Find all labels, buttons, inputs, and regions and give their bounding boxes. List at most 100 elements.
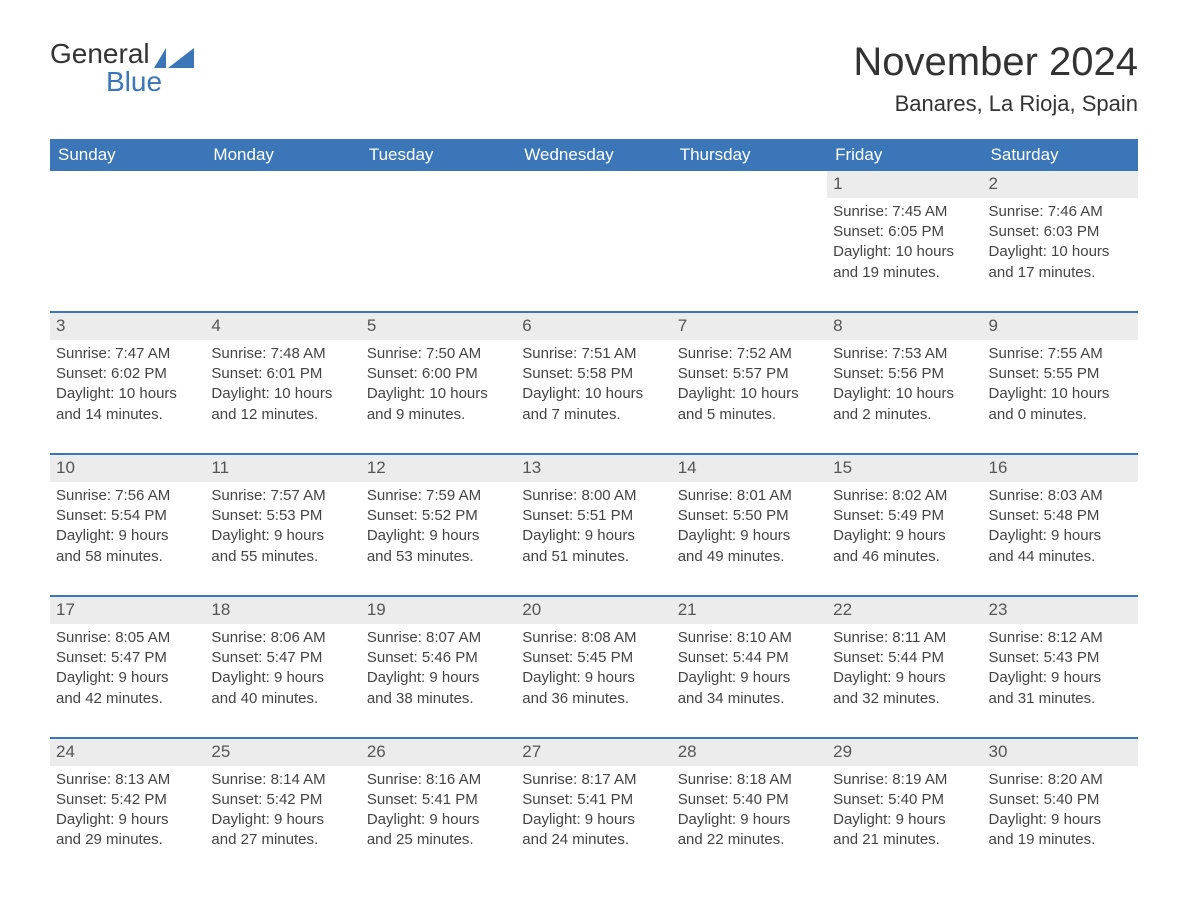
- day-dl1: Daylight: 9 hours: [989, 668, 1132, 688]
- day-sunset: Sunset: 5:47 PM: [56, 648, 199, 668]
- day-dl1: Daylight: 9 hours: [678, 526, 821, 546]
- day-number: 27: [516, 739, 671, 766]
- day-sunset: Sunset: 5:42 PM: [211, 790, 354, 810]
- day-sunrise: Sunrise: 8:01 AM: [678, 486, 821, 506]
- day-sunset: Sunset: 5:40 PM: [678, 790, 821, 810]
- day-dl1: Daylight: 9 hours: [833, 810, 976, 830]
- day-cell: 11 Sunrise: 7:57 AMSunset: 5:53 PMDayligh…: [205, 455, 360, 577]
- day-sunrise: Sunrise: 8:05 AM: [56, 628, 199, 648]
- day-number: 14: [672, 455, 827, 482]
- day-sunrise: Sunrise: 7:57 AM: [211, 486, 354, 506]
- days-of-week-header: SundayMondayTuesdayWednesdayThursdayFrid…: [50, 139, 1138, 171]
- day-cell: 5Sunrise: 7:50 AMSunset: 6:00 PMDaylight…: [361, 313, 516, 435]
- day-cell: 16Sunrise: 8:03 AMSunset: 5:48 PMDayligh…: [983, 455, 1138, 577]
- dow-cell: Thursday: [672, 139, 827, 171]
- day-sunset: Sunset: 5:46 PM: [367, 648, 510, 668]
- day-dl1: Daylight: 9 hours: [989, 526, 1132, 546]
- day-dl1: Daylight: 9 hours: [211, 526, 354, 546]
- day-dl1: Daylight: 9 hours: [522, 668, 665, 688]
- day-sunset: Sunset: 5:49 PM: [833, 506, 976, 526]
- day-dl1: Daylight: 9 hours: [211, 668, 354, 688]
- day-sunrise: Sunrise: 7:50 AM: [367, 344, 510, 364]
- day-sunset: Sunset: 6:00 PM: [367, 364, 510, 384]
- day-cell: 1Sunrise: 7:45 AMSunset: 6:05 PMDaylight…: [827, 171, 982, 293]
- day-number: 11: [205, 455, 360, 482]
- day-dl2: and 27 minutes.: [211, 830, 354, 850]
- day-sunrise: Sunrise: 8:12 AM: [989, 628, 1132, 648]
- day-sunrise: Sunrise: 7:56 AM: [56, 486, 199, 506]
- day-cell: 21Sunrise: 8:10 AMSunset: 5:44 PMDayligh…: [672, 597, 827, 719]
- day-dl2: and 51 minutes.: [522, 547, 665, 567]
- day-number: 3: [50, 313, 205, 340]
- week-row: 10 Sunrise: 7:56 AMSunset: 5:54 PM Dayligh…: [50, 453, 1138, 577]
- day-sunset: Sunset: 5:52 PM: [367, 506, 510, 526]
- day-cell: 4Sunrise: 7:48 AMSunset: 6:01 PMDaylight…: [205, 313, 360, 435]
- day-cell: 15Sunrise: 8:02 AMSunset: 5:49 PMDayligh…: [827, 455, 982, 577]
- day-dl1: Daylight: 10 hours: [833, 242, 976, 262]
- day-number: 1: [827, 171, 982, 198]
- day-cell: 24Sunrise: 8:13 AMSunset: 5:42 PMDayligh…: [50, 739, 205, 861]
- day-dl2: and 0 minutes.: [989, 405, 1132, 425]
- header: General Blue November 2024 Banares, La R…: [50, 40, 1138, 129]
- day-dl1: Daylight: 10 hours: [522, 384, 665, 404]
- day-number: 28: [672, 739, 827, 766]
- day-sunset: Sunset: 5:41 PM: [522, 790, 665, 810]
- day-sunrise: Sunrise: 8:06 AM: [211, 628, 354, 648]
- day-number: 20: [516, 597, 671, 624]
- dow-cell: Tuesday: [361, 139, 516, 171]
- day-dl2: and 40 minutes.: [211, 689, 354, 709]
- day-number: 18: [205, 597, 360, 624]
- day-sunset: Sunset: 5:57 PM: [678, 364, 821, 384]
- day-cell: 13Sunrise: 8:00 AMSunset: 5:51 PMDayligh…: [516, 455, 671, 577]
- day-dl2: and 32 minutes.: [833, 689, 976, 709]
- day-number: 12: [361, 455, 516, 482]
- calendar: SundayMondayTuesdayWednesdayThursdayFrid…: [50, 139, 1138, 861]
- dow-cell: Friday: [827, 139, 982, 171]
- day-sunset: Sunset: 5:53 PM: [211, 506, 354, 526]
- day-dl2: and 5 minutes.: [678, 405, 821, 425]
- day-cell: 29Sunrise: 8:19 AMSunset: 5:40 PMDayligh…: [827, 739, 982, 861]
- day-dl1: Daylight: 9 hours: [678, 668, 821, 688]
- day-sunset: Sunset: 5:41 PM: [367, 790, 510, 810]
- day-number: 10: [50, 455, 205, 482]
- day-sunrise: Sunrise: 8:00 AM: [522, 486, 665, 506]
- day-sunset: Sunset: 5:55 PM: [989, 364, 1132, 384]
- day-cell: [361, 171, 516, 293]
- day-sunset: Sunset: 5:47 PM: [211, 648, 354, 668]
- day-cell: [672, 171, 827, 293]
- day-sunset: Sunset: 5:44 PM: [678, 648, 821, 668]
- day-sunset: Sunset: 5:51 PM: [522, 506, 665, 526]
- day-number: 4: [205, 313, 360, 340]
- day-cell: 19Sunrise: 8:07 AMSunset: 5:46 PMDayligh…: [361, 597, 516, 719]
- day-sunset: Sunset: 5:44 PM: [833, 648, 976, 668]
- day-cell: [205, 171, 360, 293]
- day-dl2: and 7 minutes.: [522, 405, 665, 425]
- day-dl1: Daylight: 9 hours: [367, 810, 510, 830]
- day-cell: 28Sunrise: 8:18 AMSunset: 5:40 PMDayligh…: [672, 739, 827, 861]
- day-sunset: Sunset: 5:50 PM: [678, 506, 821, 526]
- day-cell: 17Sunrise: 8:05 AMSunset: 5:47 PMDayligh…: [50, 597, 205, 719]
- day-number: 5: [361, 313, 516, 340]
- dow-cell: Saturday: [983, 139, 1138, 171]
- day-sunset: Sunset: 5:58 PM: [522, 364, 665, 384]
- day-sunset: Sunset: 5:54 PM: [56, 506, 199, 526]
- day-dl2: and 19 minutes.: [989, 830, 1132, 850]
- day-sunset: Sunset: 5:43 PM: [989, 648, 1132, 668]
- day-dl1: Daylight: 10 hours: [678, 384, 821, 404]
- day-sunrise: Sunrise: 7:55 AM: [989, 344, 1132, 364]
- week-row: 17Sunrise: 8:05 AMSunset: 5:47 PMDayligh…: [50, 595, 1138, 719]
- week-row: 3Sunrise: 7:47 AMSunset: 6:02 PMDaylight…: [50, 311, 1138, 435]
- day-dl2: and 44 minutes.: [989, 547, 1132, 567]
- day-dl1: Daylight: 9 hours: [989, 810, 1132, 830]
- day-dl2: and 14 minutes.: [56, 405, 199, 425]
- day-number: 13: [516, 455, 671, 482]
- dow-cell: Sunday: [50, 139, 205, 171]
- day-sunrise: Sunrise: 8:11 AM: [833, 628, 976, 648]
- day-sunrise: Sunrise: 8:18 AM: [678, 770, 821, 790]
- day-number: 7: [672, 313, 827, 340]
- week-row: 24Sunrise: 8:13 AMSunset: 5:42 PMDayligh…: [50, 737, 1138, 861]
- day-sunrise: Sunrise: 7:59 AM: [367, 486, 510, 506]
- day-dl1: Daylight: 10 hours: [211, 384, 354, 404]
- day-sunset: Sunset: 6:03 PM: [989, 222, 1132, 242]
- day-number: 21: [672, 597, 827, 624]
